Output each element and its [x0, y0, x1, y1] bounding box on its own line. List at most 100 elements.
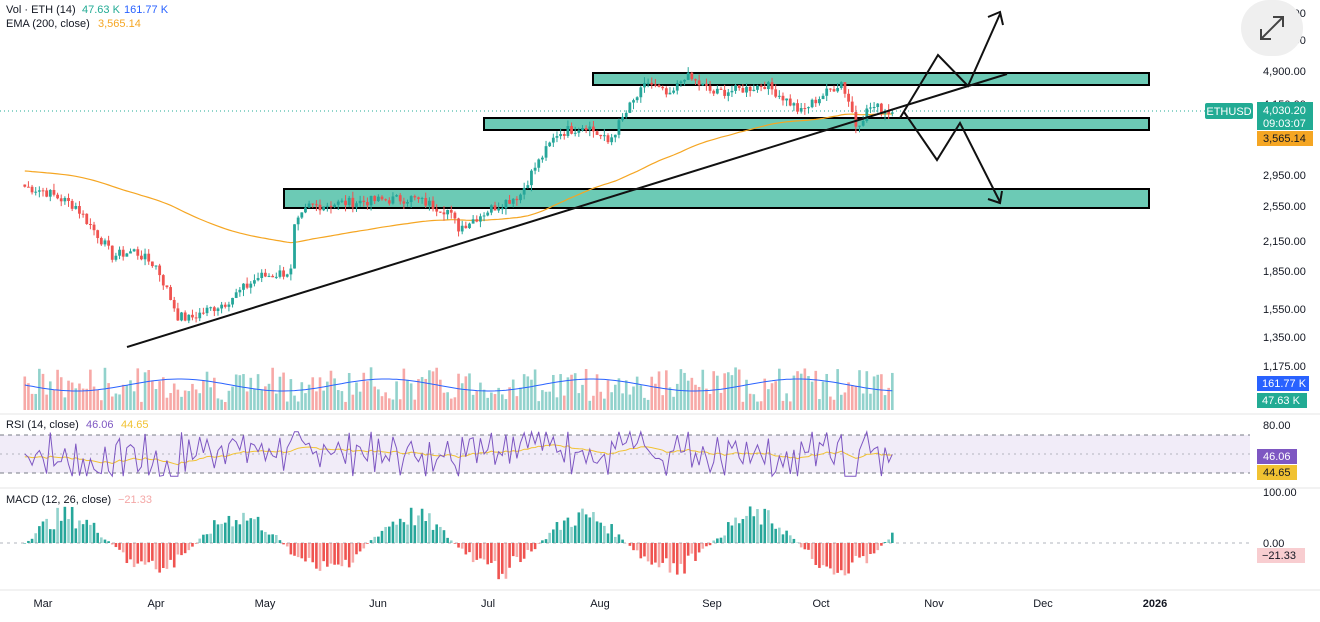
macd-bar: [519, 543, 522, 563]
volume-bar: [479, 382, 482, 410]
volume-bar: [719, 392, 723, 410]
volume-bar: [187, 391, 191, 410]
candle-body: [858, 125, 861, 127]
macd-bar: [588, 517, 592, 543]
macd-scale-zero: 0.00: [1263, 538, 1284, 550]
candle-body: [522, 187, 526, 195]
candle-body: [384, 199, 388, 201]
time-tick-label: Dec: [1033, 598, 1053, 610]
macd-bar: [573, 525, 577, 543]
volume-bar: [511, 379, 515, 410]
macd-bar: [264, 531, 267, 543]
macd-bar: [231, 526, 234, 543]
rsi-ma-line: [24, 444, 893, 466]
resistance-zone[interactable]: [592, 72, 1150, 86]
candle-body: [161, 275, 165, 286]
volume-bar: [194, 389, 198, 410]
macd-bar: [213, 520, 216, 543]
macd-bar: [566, 517, 570, 543]
candle-body: [223, 304, 227, 307]
macd-bar: [48, 529, 52, 543]
volume-bar: [161, 377, 165, 410]
candle-body: [180, 312, 183, 321]
macd-bar: [121, 543, 125, 553]
candle-body: [821, 95, 825, 100]
macd-bar: [781, 534, 785, 543]
volume-bar: [118, 394, 121, 410]
macd-bar: [613, 536, 617, 543]
demand-zone[interactable]: [283, 188, 1150, 209]
macd-bar: [530, 543, 533, 552]
countdown-badge: 09:03:07: [1263, 118, 1306, 130]
candle-body: [74, 206, 78, 209]
macd-bar: [23, 543, 27, 544]
candle-body: [668, 92, 672, 95]
candle-body: [562, 133, 566, 136]
volume-bar: [603, 398, 606, 410]
macd-bar: [56, 507, 59, 543]
volume-bar: [27, 383, 30, 410]
candle-body: [154, 265, 158, 267]
macd-bar: [402, 522, 406, 543]
volume-bar: [573, 373, 577, 410]
candle-body: [340, 200, 344, 202]
candle-body: [785, 98, 789, 101]
volume-bar: [537, 401, 541, 410]
volume-bar: [304, 393, 307, 410]
price-tick-label: 1,175.00: [1263, 361, 1306, 373]
volume-bar: [198, 393, 202, 410]
candle-body: [701, 83, 705, 86]
candle-body: [103, 240, 107, 245]
candle-body: [715, 88, 719, 94]
volume-bar: [420, 377, 424, 410]
macd-bar: [599, 522, 603, 543]
volume-bar: [621, 393, 624, 410]
candle-body: [329, 205, 333, 208]
macd-bar: [803, 543, 807, 550]
volume-bar: [260, 389, 264, 410]
macd-bar: [628, 543, 632, 546]
candle-body: [376, 196, 380, 202]
macd-bar: [865, 543, 869, 564]
volume-bar: [70, 382, 74, 410]
candle-body: [45, 190, 49, 197]
macd-bar: [260, 530, 264, 543]
candle-body: [890, 112, 894, 114]
volume-bar: [191, 383, 194, 410]
candle-body: [854, 112, 858, 127]
macd-bar: [705, 543, 708, 547]
candle-body: [23, 184, 27, 187]
expand-button[interactable]: [1241, 0, 1303, 56]
bearish-projection[interactable]: [903, 111, 1001, 203]
macd-bar: [315, 543, 318, 569]
candle-body: [165, 285, 169, 288]
volume-bar: [635, 376, 639, 410]
candle-body: [227, 304, 231, 307]
candle-body: [172, 299, 176, 309]
macd-bar: [603, 525, 606, 543]
candle-body: [869, 107, 872, 109]
rsi-legend-value: 46.06: [86, 419, 114, 431]
volume-bar: [552, 374, 555, 410]
candle-body: [551, 137, 555, 143]
volume-bar: [497, 387, 500, 410]
candle-body: [493, 205, 497, 211]
volume-bar: [872, 376, 876, 410]
macd-bar: [249, 518, 253, 543]
trendline[interactable]: [126, 73, 1008, 348]
candle-body: [289, 268, 293, 275]
candle-body: [544, 146, 548, 158]
candle-body: [850, 101, 854, 113]
time-axis[interactable]: Mar Apr May Jun Jul Aug Sep Oct Nov Dec 2026: [34, 598, 1168, 610]
macd-bar: [814, 543, 818, 566]
candle-body: [285, 274, 289, 277]
macd-legend-value: −21.33: [118, 494, 152, 506]
price-scale[interactable]: 5,700.005,300.004,900.004,150.002,950.00…: [1263, 8, 1306, 373]
macd-bar: [140, 543, 143, 562]
support-zone[interactable]: [483, 117, 1150, 131]
candle-body: [238, 289, 242, 293]
candle-body: [417, 197, 420, 199]
bullish-projection[interactable]: [899, 13, 1001, 119]
candle-body: [110, 245, 114, 260]
